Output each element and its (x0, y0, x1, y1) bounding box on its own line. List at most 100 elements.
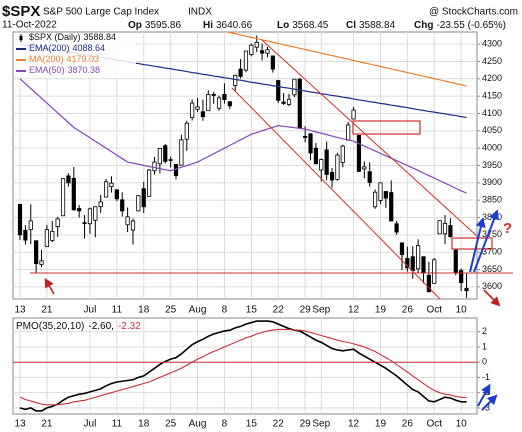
candle-body (71, 177, 76, 211)
x-tick-label: 22 (273, 419, 285, 430)
y-tick-label: 0 (482, 357, 487, 367)
candle-body (432, 259, 437, 284)
candle-body (421, 256, 426, 274)
y-tick-label: 3850 (482, 195, 502, 205)
candle-body (286, 98, 292, 105)
legend-entry: MA(200) 4179.03 (29, 54, 99, 64)
candle-body (303, 135, 308, 138)
candle-body (82, 222, 87, 224)
quote: Hi 3640.66 (203, 20, 253, 31)
candle-body (120, 199, 125, 212)
quote: Cl 3588.84 (346, 20, 396, 31)
candle-body (378, 182, 383, 201)
candle-body (297, 78, 302, 129)
pmo-line (19, 328, 467, 406)
quote: Chg -23.55 (-0.65%) (414, 20, 506, 31)
x-tick-label: 21 (41, 419, 53, 430)
candle-body (93, 206, 98, 221)
candle-body (233, 74, 238, 86)
candle-body (206, 94, 211, 112)
candle-body (329, 172, 335, 181)
candle-body (66, 175, 71, 184)
legend-entry: $SPX (Daily) 3588.84 (29, 32, 116, 42)
x-tick-label: 10 (456, 305, 468, 316)
x-tick-label: Jul (84, 305, 97, 316)
x-tick-label: 26 (402, 419, 414, 430)
legend-entry: PMO(35,20,10) -2.60, -2.32 (16, 321, 141, 332)
candle-body (39, 260, 44, 265)
y-tick-label: 3900 (482, 177, 502, 187)
x-tick-label: 19 (375, 305, 387, 316)
candle-body (254, 42, 259, 48)
candle-body (405, 258, 410, 269)
quote: Op 3595.86 (128, 20, 181, 31)
candle-body (394, 223, 399, 233)
quote-label: Hi (203, 20, 213, 31)
x-tick-label: 29 (300, 419, 312, 430)
arrow-up (481, 394, 498, 411)
candle-body (44, 229, 50, 248)
y-tick-label: -1 (482, 372, 490, 382)
x-tick-label: Oct (426, 419, 442, 430)
y-tick-label: 4200 (482, 73, 502, 83)
candle-body (259, 50, 265, 54)
y-tick-label: 4250 (482, 56, 502, 66)
candle-body (157, 148, 162, 165)
legend-value: -2.60, (88, 321, 114, 332)
candle-body (453, 249, 458, 274)
candle-body (292, 78, 297, 96)
candle-body (308, 133, 313, 154)
candle-body (163, 145, 168, 162)
symbol: $SPX (2, 3, 40, 20)
candle-body (87, 208, 93, 225)
quote-value: 3568.45 (292, 20, 329, 31)
x-tick-label: 12 (348, 305, 360, 316)
arrow-down (483, 289, 501, 307)
x-tick-label: 11 (112, 305, 123, 316)
candle-body (351, 109, 356, 120)
candle-body (179, 139, 184, 166)
arrow-low (44, 277, 55, 295)
plot-area (19, 320, 467, 412)
channel-lower (231, 87, 441, 300)
candle-body (60, 178, 66, 217)
quote-label: Op (128, 20, 142, 31)
x-tick-label: 10 (456, 419, 468, 430)
x-tick-label: Sep (312, 419, 330, 430)
candle-body (335, 154, 340, 180)
panel-title: PMO(35,20,10) (16, 321, 84, 332)
candle-body (383, 191, 388, 199)
x-tick-label: 13 (14, 305, 26, 316)
x-tick-label: 22 (273, 305, 285, 316)
candle-body (227, 101, 232, 107)
date: 11-Oct-2022 (2, 20, 57, 31)
candle-body (243, 50, 249, 71)
candle-body (141, 188, 146, 208)
x-tick-label: 11 (112, 419, 123, 430)
candle-body (238, 68, 243, 77)
x-tick-label: Jul (84, 419, 97, 430)
candle-body (389, 192, 394, 222)
candle-body (130, 220, 136, 231)
candle-body (55, 218, 60, 227)
x-tick-label: Aug (189, 305, 207, 316)
candle-body (98, 201, 103, 208)
legend-value: 4088.64 (73, 43, 106, 53)
candle-body (249, 44, 254, 55)
legend-name: EMA(50) (29, 65, 65, 75)
candle-body (464, 287, 469, 292)
candle-body (50, 230, 55, 241)
candle-body (459, 270, 464, 284)
quote-label: Chg (414, 20, 433, 31)
candle-body (28, 220, 33, 231)
y-tick-label: 3950 (482, 160, 502, 170)
candle-body (426, 275, 431, 293)
x-tick-label: 18 (138, 305, 150, 316)
candle-body (437, 220, 442, 235)
y-tick-label: 3600 (482, 281, 502, 291)
legend-value: 4179.03 (67, 54, 100, 64)
exchange: INDX (188, 7, 212, 18)
candle-body (448, 225, 453, 237)
y-tick-label: 4150 (482, 91, 502, 101)
arrow-up (469, 217, 486, 273)
